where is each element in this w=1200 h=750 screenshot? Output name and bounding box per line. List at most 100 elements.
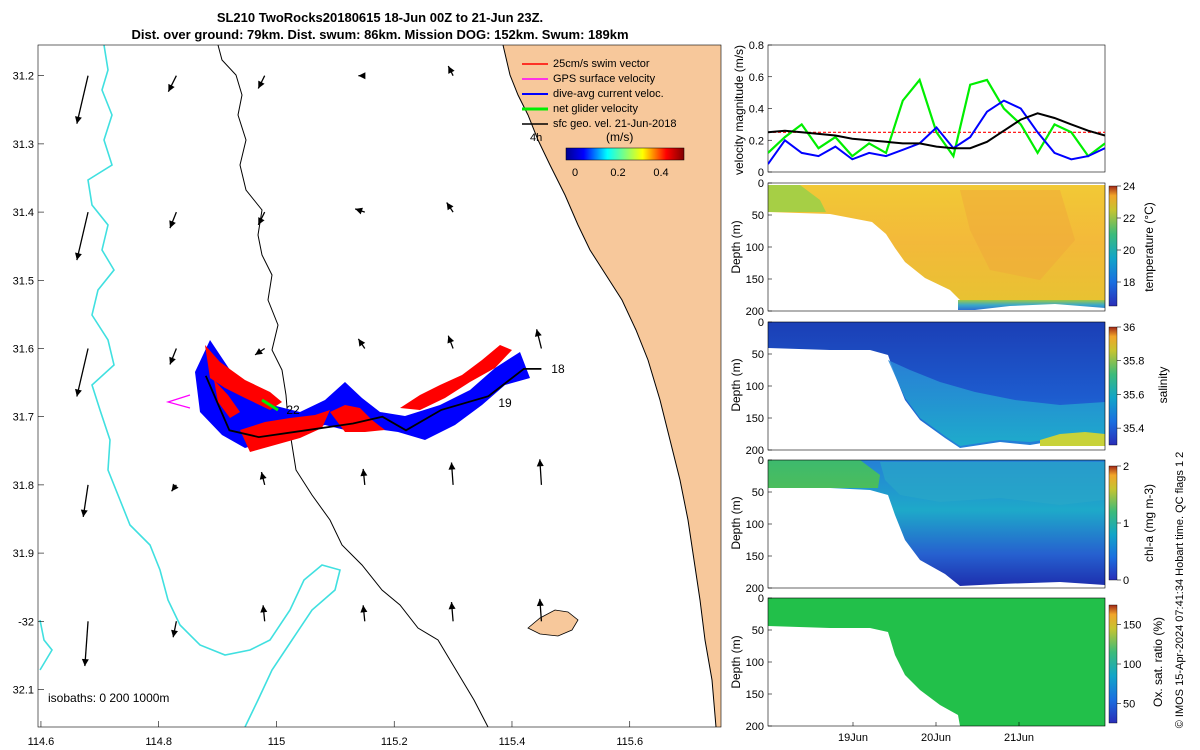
current-vector-arrow — [357, 338, 366, 349]
salinity-lower-layer — [888, 360, 1105, 446]
current-vector-arrow — [257, 75, 266, 89]
chla-depth-tick-label: 50 — [752, 487, 764, 499]
oxygen-depth-tick-label: 100 — [746, 657, 764, 669]
chla-colorbar-label: chl-a (mg m-3) — [1142, 484, 1156, 562]
current-vector-arrow — [254, 347, 266, 356]
salinity-depth-tick-label: 0 — [758, 317, 764, 329]
current-vector-arrow — [534, 329, 543, 349]
current-vector-arrow — [536, 459, 544, 485]
current-vector-arrow — [536, 598, 544, 622]
figure-title-line-1: SL210 TwoRocks20180615 18-Jun 00Z to 21-… — [217, 10, 543, 25]
legend-label-dive-avg: dive-avg current veloc. — [553, 88, 664, 100]
velocity-panel-frame — [767, 44, 1106, 173]
legend-label-sfc-geo: sfc geo. vel. 21-Jun-2018 — [553, 118, 677, 130]
current-vector-arrow — [259, 471, 267, 486]
glider-track-line — [204, 367, 542, 439]
map-y-tick-label: 31.2 — [13, 71, 34, 83]
temperature-colorbar-tick-label: 18 — [1123, 277, 1135, 289]
temperature-panel: Depth (m) 0 50 100 150 200 24 22 20 18 temperat… — [729, 178, 1156, 318]
salinity-colorbar-tick-label: 35.6 — [1123, 389, 1144, 401]
current-vector-arrow — [358, 72, 366, 80]
temperature-colorbar-tick-label: 24 — [1123, 181, 1135, 193]
velocity-y-tick-label: 0.8 — [749, 40, 764, 52]
temperature-ylabel: Depth (m) — [729, 220, 743, 273]
chla-upper-cyan — [880, 462, 1105, 505]
current-vector-arrow — [171, 621, 178, 638]
legend-units-label: (m/s) — [606, 130, 633, 144]
current-vector-arrow — [360, 468, 368, 485]
swim-vector-streaks-west — [205, 345, 282, 410]
coastline-land-edge — [502, 45, 717, 727]
chla-colorbar-tick-label: 1 — [1123, 518, 1129, 530]
temperature-colorbar — [1108, 185, 1118, 307]
temperature-depth-tick-label: 0 — [758, 178, 764, 190]
current-vector-arrow — [447, 65, 455, 76]
current-vector-arrow — [448, 602, 456, 622]
map-y-tick-label: 31.5 — [13, 275, 34, 287]
map-frame — [37, 44, 722, 728]
chla-colorbar — [1108, 465, 1118, 581]
map-x-tick-label: 115.4 — [499, 736, 526, 748]
chla-depth-tick-label: 0 — [758, 455, 764, 467]
chla-depth-tick-label: 150 — [746, 551, 764, 563]
temperature-deep-cool — [958, 300, 1105, 310]
temperature-colorbar-tick-label: 20 — [1123, 245, 1135, 257]
legend-label-gps: GPS surface velocity — [553, 73, 656, 85]
oxygen-colorbar — [1108, 604, 1118, 724]
oxygen-depth-tick-label: 150 — [746, 689, 764, 701]
oxygen-depth-tick-label: 0 — [758, 593, 764, 605]
temperature-depth-tick-label: 200 — [746, 306, 764, 318]
velocity-ylabel: velocity magnitude (m/s) — [732, 45, 746, 175]
track-day-label: 19 — [498, 396, 512, 410]
temperature-warm-core — [960, 190, 1075, 280]
chla-depth-tick-label: 100 — [746, 519, 764, 531]
oxygen-field — [768, 598, 1105, 726]
salinity-depth-tick-label: 150 — [746, 413, 764, 425]
speed-colorbar-tick-0-4: 0.4 — [653, 167, 668, 179]
salinity-colorbar-label: salinity — [1156, 367, 1170, 404]
swim-vector-streaks-east — [400, 345, 512, 410]
velocity-series-sfc-geo-vel- — [768, 112, 1105, 150]
track-day-label: 22 — [286, 403, 300, 417]
map-y-tick-label: 32.1 — [13, 684, 34, 696]
glider-track-map: 18 19 22 114.6 114.8 115 115.2 115.4 115.6 31.2… — [13, 44, 722, 748]
legend-label-swim: 25cm/s swim vector — [553, 58, 650, 70]
map-x-tick-label: 115 — [268, 736, 286, 748]
current-vector-arrow — [167, 75, 177, 92]
figure-title-line-2: Dist. over ground: 79km. Dist. swum: 86k… — [131, 27, 628, 42]
temperature-depth-tick-label: 150 — [746, 274, 764, 286]
temperature-colorbar-label: temperature (°C) — [1142, 202, 1156, 292]
map-y-tick-label: 31.8 — [13, 480, 34, 492]
speed-colorbar — [565, 147, 685, 161]
current-vector-arrow — [260, 605, 268, 622]
salinity-deep-green — [1040, 432, 1105, 446]
speed-colorbar-tick-0-2: 0.2 — [610, 167, 625, 179]
isobath-200m — [217, 45, 489, 727]
time-x-tick-label: 21Jun — [1004, 732, 1034, 744]
velocity-y-tick-label: 0 — [758, 167, 764, 179]
current-vector-arrow — [75, 348, 89, 397]
imos-stamp: © IMOS 15-Apr-2024 07:41:34 Hobart time.… — [1174, 452, 1186, 729]
current-vector-arrow — [81, 621, 89, 667]
oxygen-depth-tick-label: 200 — [746, 721, 764, 733]
map-y-tick-label: -32 — [18, 616, 34, 628]
current-vector-arrow — [75, 75, 89, 124]
track-day-label: 18 — [551, 362, 565, 376]
current-vector-arrow — [257, 211, 266, 226]
map-x-tick-label: 114.8 — [145, 736, 172, 748]
current-vector-arrow — [447, 335, 455, 349]
current-vector-arrow — [448, 462, 456, 485]
island — [527, 609, 579, 637]
velocity-y-tick-label: 0.2 — [749, 135, 764, 147]
temperature-depth-tick-label: 100 — [746, 242, 764, 254]
current-vector-arrow — [446, 202, 454, 213]
temperature-shelf-cool — [768, 185, 826, 212]
current-vector-arrow — [354, 207, 365, 215]
oxygen-colorbar-label: Ox. sat. ratio (%) — [1151, 617, 1165, 707]
oxygen-depth-tick-label: 50 — [752, 625, 764, 637]
map-y-tick-label: 31.7 — [13, 412, 34, 424]
map-y-tick-label: 31.6 — [13, 343, 34, 355]
map-y-tick-label: 31.3 — [13, 139, 34, 151]
salinity-colorbar — [1108, 326, 1118, 446]
chla-shelf-green — [768, 460, 880, 488]
